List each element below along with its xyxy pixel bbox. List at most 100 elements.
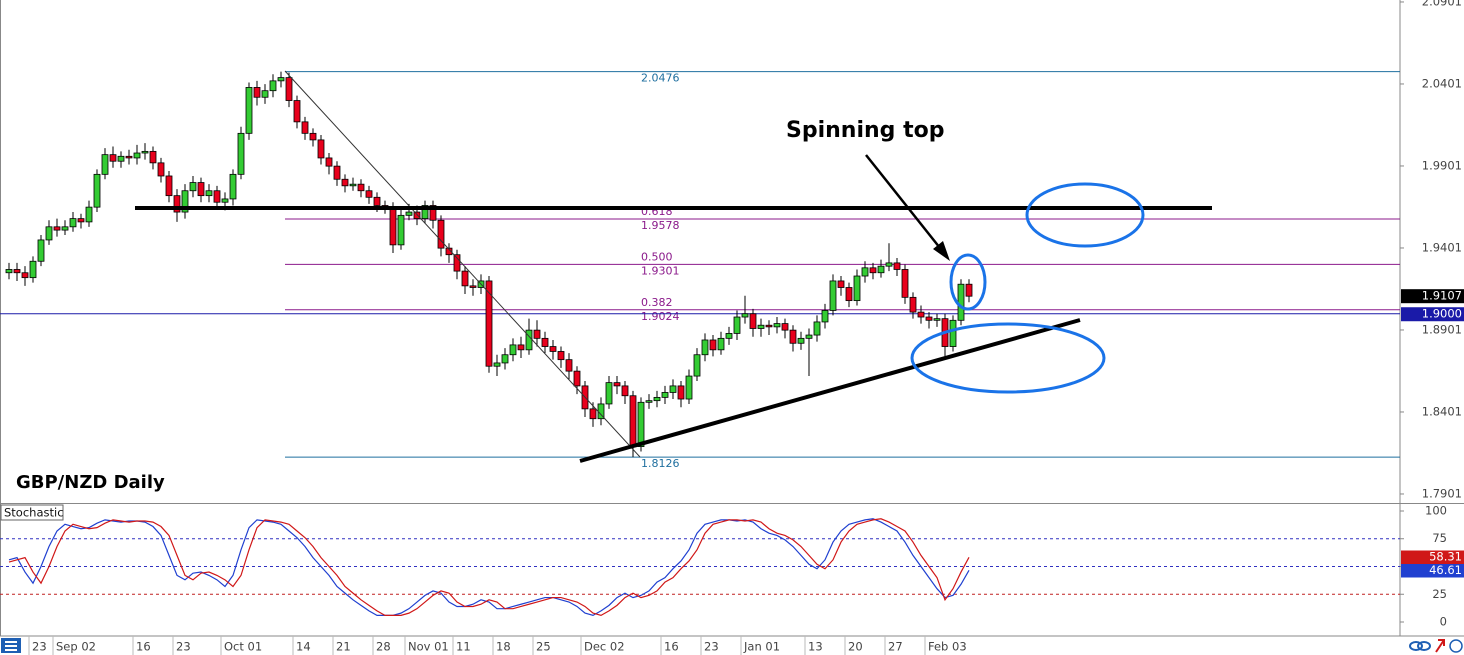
x-tick-label: Dec 02: [584, 640, 625, 654]
candle-body: [197, 182, 205, 197]
candle-body: [557, 351, 565, 361]
candle-body: [501, 354, 509, 364]
fib-price: 2.0476: [641, 72, 680, 85]
candle-body: [373, 196, 381, 206]
candle-body: [893, 262, 901, 270]
last-value-box: [1401, 550, 1464, 564]
annotation: Spinning top: [786, 118, 944, 143]
candle-body: [125, 155, 133, 159]
candle-body: [461, 270, 469, 287]
price-line-box: [1401, 307, 1464, 322]
candle-body: [317, 139, 325, 159]
y-tick-label: 2.0901: [1422, 0, 1462, 8]
candle-body: [69, 218, 77, 228]
candle-body: [77, 218, 85, 223]
candle-body: [821, 310, 829, 323]
arrow-shaft: [865, 154, 941, 249]
fib-ratio: 0.500: [641, 250, 673, 263]
candle-body: [749, 313, 757, 329]
candle-body: [61, 226, 69, 231]
fib-diagonal: [284, 70, 641, 458]
candle-body: [357, 183, 365, 192]
fib-ratio: 0.382: [641, 296, 673, 309]
x-tick-label: 16: [664, 640, 679, 654]
candle-body: [645, 400, 653, 403]
candle-body: [293, 100, 301, 123]
candle-body: [813, 321, 821, 336]
x-tick-label: 14: [296, 640, 311, 654]
x-tick-label: 28: [376, 640, 391, 654]
candle-body: [781, 323, 789, 331]
x-tick-label: 23: [704, 640, 719, 654]
candle-body: [37, 239, 45, 262]
link-icon[interactable]: [1409, 641, 1423, 651]
fib-price: 1.9301: [641, 264, 680, 277]
toolbar: [1, 638, 1463, 653]
last-price-box: [1401, 289, 1464, 304]
last-value-box: [1401, 564, 1464, 578]
y-tick-label: 25: [1432, 587, 1447, 601]
candle-body: [173, 195, 181, 213]
candle-body: [365, 190, 373, 198]
candle-body: [517, 344, 525, 351]
candle-body: [53, 226, 61, 231]
candle-body: [861, 267, 869, 277]
x-tick-label: Nov 01: [408, 640, 449, 654]
candle-body: [341, 178, 349, 187]
candle-body: [309, 132, 317, 141]
candle-body: [701, 339, 709, 356]
candle-body: [149, 150, 157, 164]
y-tick-label: 1.8401: [1422, 404, 1462, 418]
candle-body: [189, 182, 197, 192]
candle-body: [589, 408, 597, 420]
frame: [0, 0, 1464, 637]
x-tick-label: Sep 02: [56, 640, 96, 654]
help-icon[interactable]: [1449, 639, 1463, 653]
fib-price: 1.9578: [641, 219, 680, 232]
arrow-head: [933, 241, 950, 261]
y-tick-label: 1.7901: [1422, 486, 1462, 500]
candle-body: [909, 296, 917, 313]
candle-body: [269, 80, 277, 92]
x-tick-label: 23: [176, 640, 191, 654]
indicator-label: Stochastic: [4, 506, 64, 520]
candle-body: [405, 211, 413, 216]
candle-body: [181, 190, 189, 213]
x-tick-label: 25: [536, 640, 551, 654]
candle-body: [301, 121, 309, 134]
y-tick-label: 1.9901: [1422, 158, 1462, 172]
candle-body: [677, 385, 685, 400]
candle-body: [533, 329, 541, 339]
x-tick-label: 23: [32, 640, 47, 654]
candle-body: [261, 90, 269, 98]
candle-body: [741, 313, 749, 318]
candle-body: [621, 385, 629, 397]
x-tick-label: 27: [888, 640, 903, 654]
candle-body: [965, 283, 973, 297]
candle-body: [685, 375, 693, 400]
candle-body: [829, 280, 837, 311]
candle-body: [509, 344, 517, 356]
candle-body: [13, 269, 21, 274]
candle-body: [349, 183, 357, 187]
x-tick-label: Oct 01: [224, 640, 262, 654]
y-tick-label: 75: [1432, 531, 1447, 545]
indicator-box: [0, 504, 64, 521]
popout-icon[interactable]: [1435, 639, 1445, 653]
x-tick-label: 13: [808, 640, 823, 654]
candle-body: [661, 392, 669, 398]
candle-body: [765, 324, 773, 328]
chart-title: GBP/NZD Daily: [16, 472, 165, 493]
candle-body: [885, 262, 893, 267]
candle-body: [245, 87, 253, 134]
candle-body: [93, 173, 101, 208]
y-tick-label: 100: [1425, 503, 1447, 517]
candle-body: [325, 157, 333, 167]
candle-body: [101, 154, 109, 175]
x-tick-label: 16: [136, 640, 151, 654]
candle-body: [485, 280, 493, 367]
candle-body: [213, 190, 221, 203]
candle-body: [389, 206, 397, 246]
